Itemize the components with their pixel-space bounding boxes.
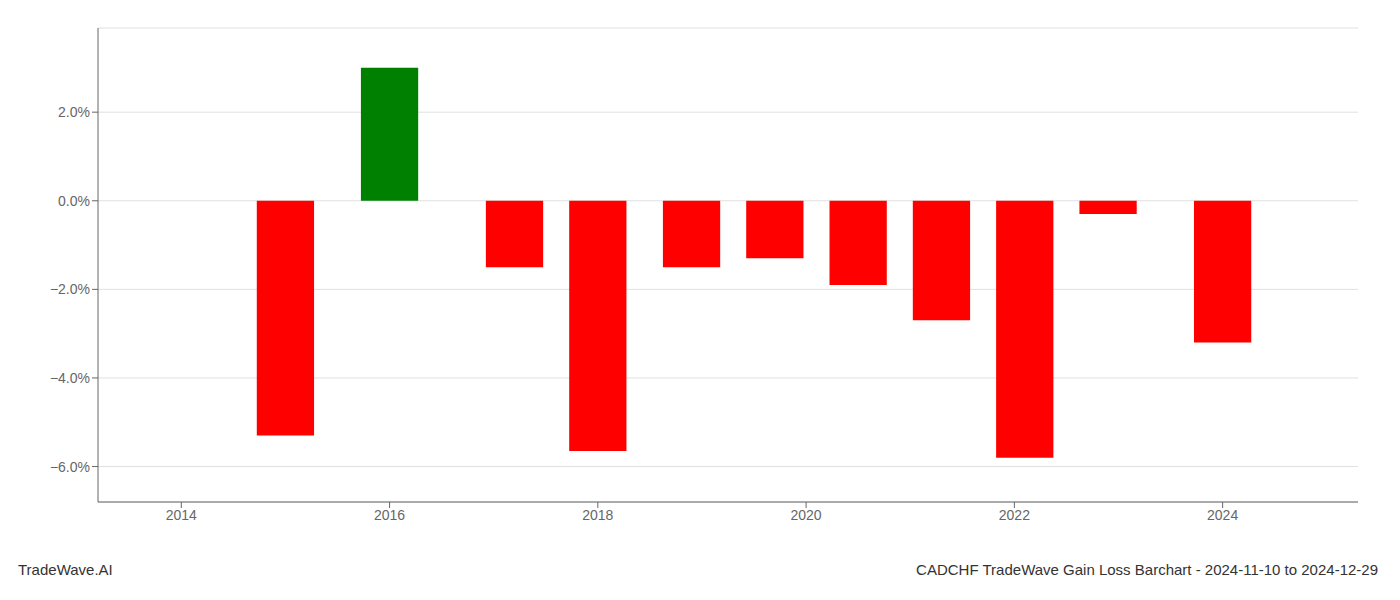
- svg-text:2022: 2022: [999, 507, 1030, 523]
- svg-text:2024: 2024: [1207, 507, 1238, 523]
- svg-text:2016: 2016: [374, 507, 405, 523]
- svg-text:2014: 2014: [166, 507, 197, 523]
- svg-text:0.0%: 0.0%: [58, 193, 90, 209]
- svg-text:−4.0%: −4.0%: [50, 370, 90, 386]
- svg-text:2018: 2018: [582, 507, 613, 523]
- svg-text:−2.0%: −2.0%: [50, 281, 90, 297]
- svg-text:2.0%: 2.0%: [58, 104, 90, 120]
- html-text:TradeWave.AI: TradeWave.AI: [18, 561, 113, 578]
- svg-text:−6.0%: −6.0%: [50, 459, 90, 475]
- svg-text:2020: 2020: [791, 507, 822, 523]
- html-text:CADCHF TradeWave Gain Loss Bar: CADCHF TradeWave Gain Loss Barchart - 20…: [916, 561, 1378, 578]
